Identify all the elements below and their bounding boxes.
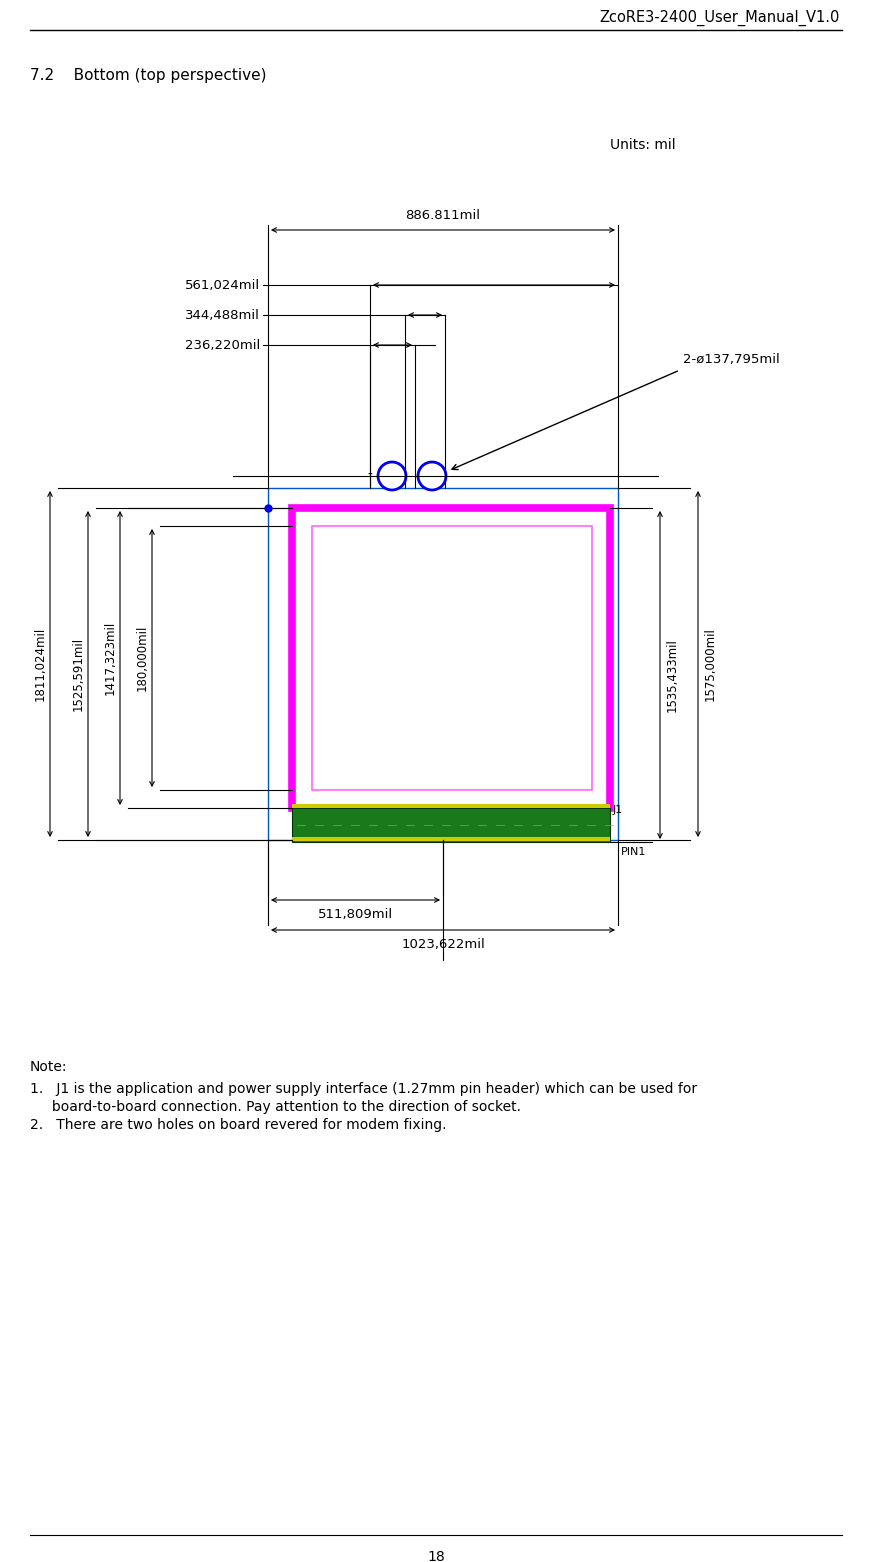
Text: 1535,433mil: 1535,433mil xyxy=(665,637,678,712)
Text: 344,488mil: 344,488mil xyxy=(185,309,260,322)
Text: 1023,622mil: 1023,622mil xyxy=(401,939,485,951)
Text: 1811,024mil: 1811,024mil xyxy=(33,626,46,701)
Text: PIN1: PIN1 xyxy=(621,847,646,858)
Text: 180,000mil: 180,000mil xyxy=(135,625,148,692)
Text: J1: J1 xyxy=(613,804,623,815)
Text: Note:: Note: xyxy=(30,1061,67,1075)
Bar xyxy=(292,508,610,808)
Text: 2.   There are two holes on board revered for modem fixing.: 2. There are two holes on board revered … xyxy=(30,1118,446,1132)
Text: 1.   J1 is the application and power supply interface (1.27mm pin header) which : 1. J1 is the application and power suppl… xyxy=(30,1082,697,1097)
Text: board-to-board connection. Pay attention to the direction of socket.: board-to-board connection. Pay attention… xyxy=(30,1100,521,1114)
Text: 7.2    Bottom (top perspective): 7.2 Bottom (top perspective) xyxy=(30,69,267,83)
Bar xyxy=(292,804,610,808)
Bar xyxy=(312,526,592,790)
Text: 1575,000mil: 1575,000mil xyxy=(704,626,717,701)
Text: 1525,591mil: 1525,591mil xyxy=(72,637,85,711)
Bar xyxy=(292,808,610,842)
Text: 1417,323mil: 1417,323mil xyxy=(104,620,117,695)
Text: 561,024mil: 561,024mil xyxy=(185,278,260,292)
Text: Units: mil: Units: mil xyxy=(610,137,676,152)
Circle shape xyxy=(418,462,446,490)
Bar xyxy=(268,487,618,840)
Text: 18: 18 xyxy=(427,1550,445,1562)
Circle shape xyxy=(378,462,406,490)
Text: 886.811mil: 886.811mil xyxy=(405,209,480,222)
Text: 236,220mil: 236,220mil xyxy=(185,339,260,351)
Text: ZcoRE3-2400_User_Manual_V1.0: ZcoRE3-2400_User_Manual_V1.0 xyxy=(600,9,840,27)
Text: -: - xyxy=(368,469,372,483)
Text: 511,809mil: 511,809mil xyxy=(318,908,393,922)
Text: 2-ø137,795mil: 2-ø137,795mil xyxy=(683,353,780,366)
Bar xyxy=(292,837,610,840)
